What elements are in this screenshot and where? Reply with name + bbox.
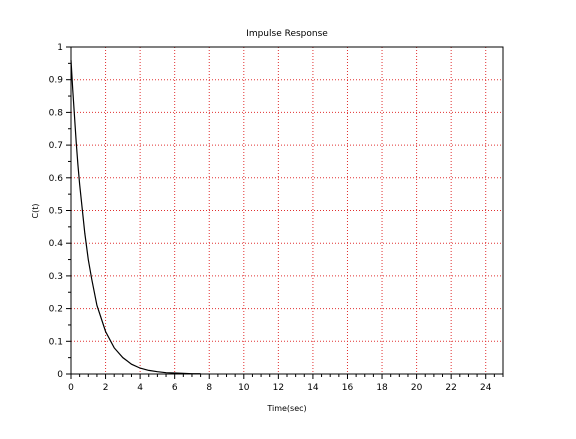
x-tick-label: 8 [206, 383, 212, 393]
y-tick-label: 0.3 [49, 272, 63, 282]
x-axis-label: Time(sec) [266, 404, 306, 413]
y-tick-label: 0.2 [49, 305, 63, 315]
x-tick-label: 16 [342, 383, 354, 393]
y-tick-label: 0.6 [49, 174, 64, 184]
x-tick-label: 6 [172, 383, 178, 393]
x-tick-label: 24 [480, 383, 492, 393]
y-tick-label: 1 [57, 43, 63, 53]
y-axis-label: C(t) [31, 204, 40, 219]
x-tick-label: 20 [411, 383, 423, 393]
y-tick-label: 0.4 [49, 239, 64, 249]
y-tick-label: 0 [57, 370, 63, 380]
tick-labels: 0 2 4 6 8 10 12 14 16 18 20 22 2400.10.20.30.40.50.6… [49, 43, 492, 393]
y-tick-label: 0.7 [49, 141, 63, 151]
y-tick-label: 0.8 [49, 108, 64, 118]
grid-lines [71, 46, 503, 374]
x-tick-label: 2 [103, 383, 109, 393]
y-tick-label: 0.9 [49, 76, 64, 86]
x-tick-label: 22 [445, 383, 456, 393]
y-tick-label: 0.5 [49, 207, 63, 217]
y-tick-label: 0.1 [49, 337, 63, 347]
chart-title: Impulse Response [246, 29, 328, 39]
x-tick-label: 14 [307, 383, 319, 393]
series-layer [70, 60, 201, 375]
x-tick-label: 0 [68, 383, 74, 393]
axis-ticks [66, 46, 504, 379]
x-tick-label: 4 [137, 383, 143, 393]
x-tick-label: 18 [376, 383, 388, 393]
x-tick-label: 10 [238, 383, 250, 393]
x-tick-label: 12 [273, 383, 284, 393]
impulse-response-line [70, 60, 201, 375]
